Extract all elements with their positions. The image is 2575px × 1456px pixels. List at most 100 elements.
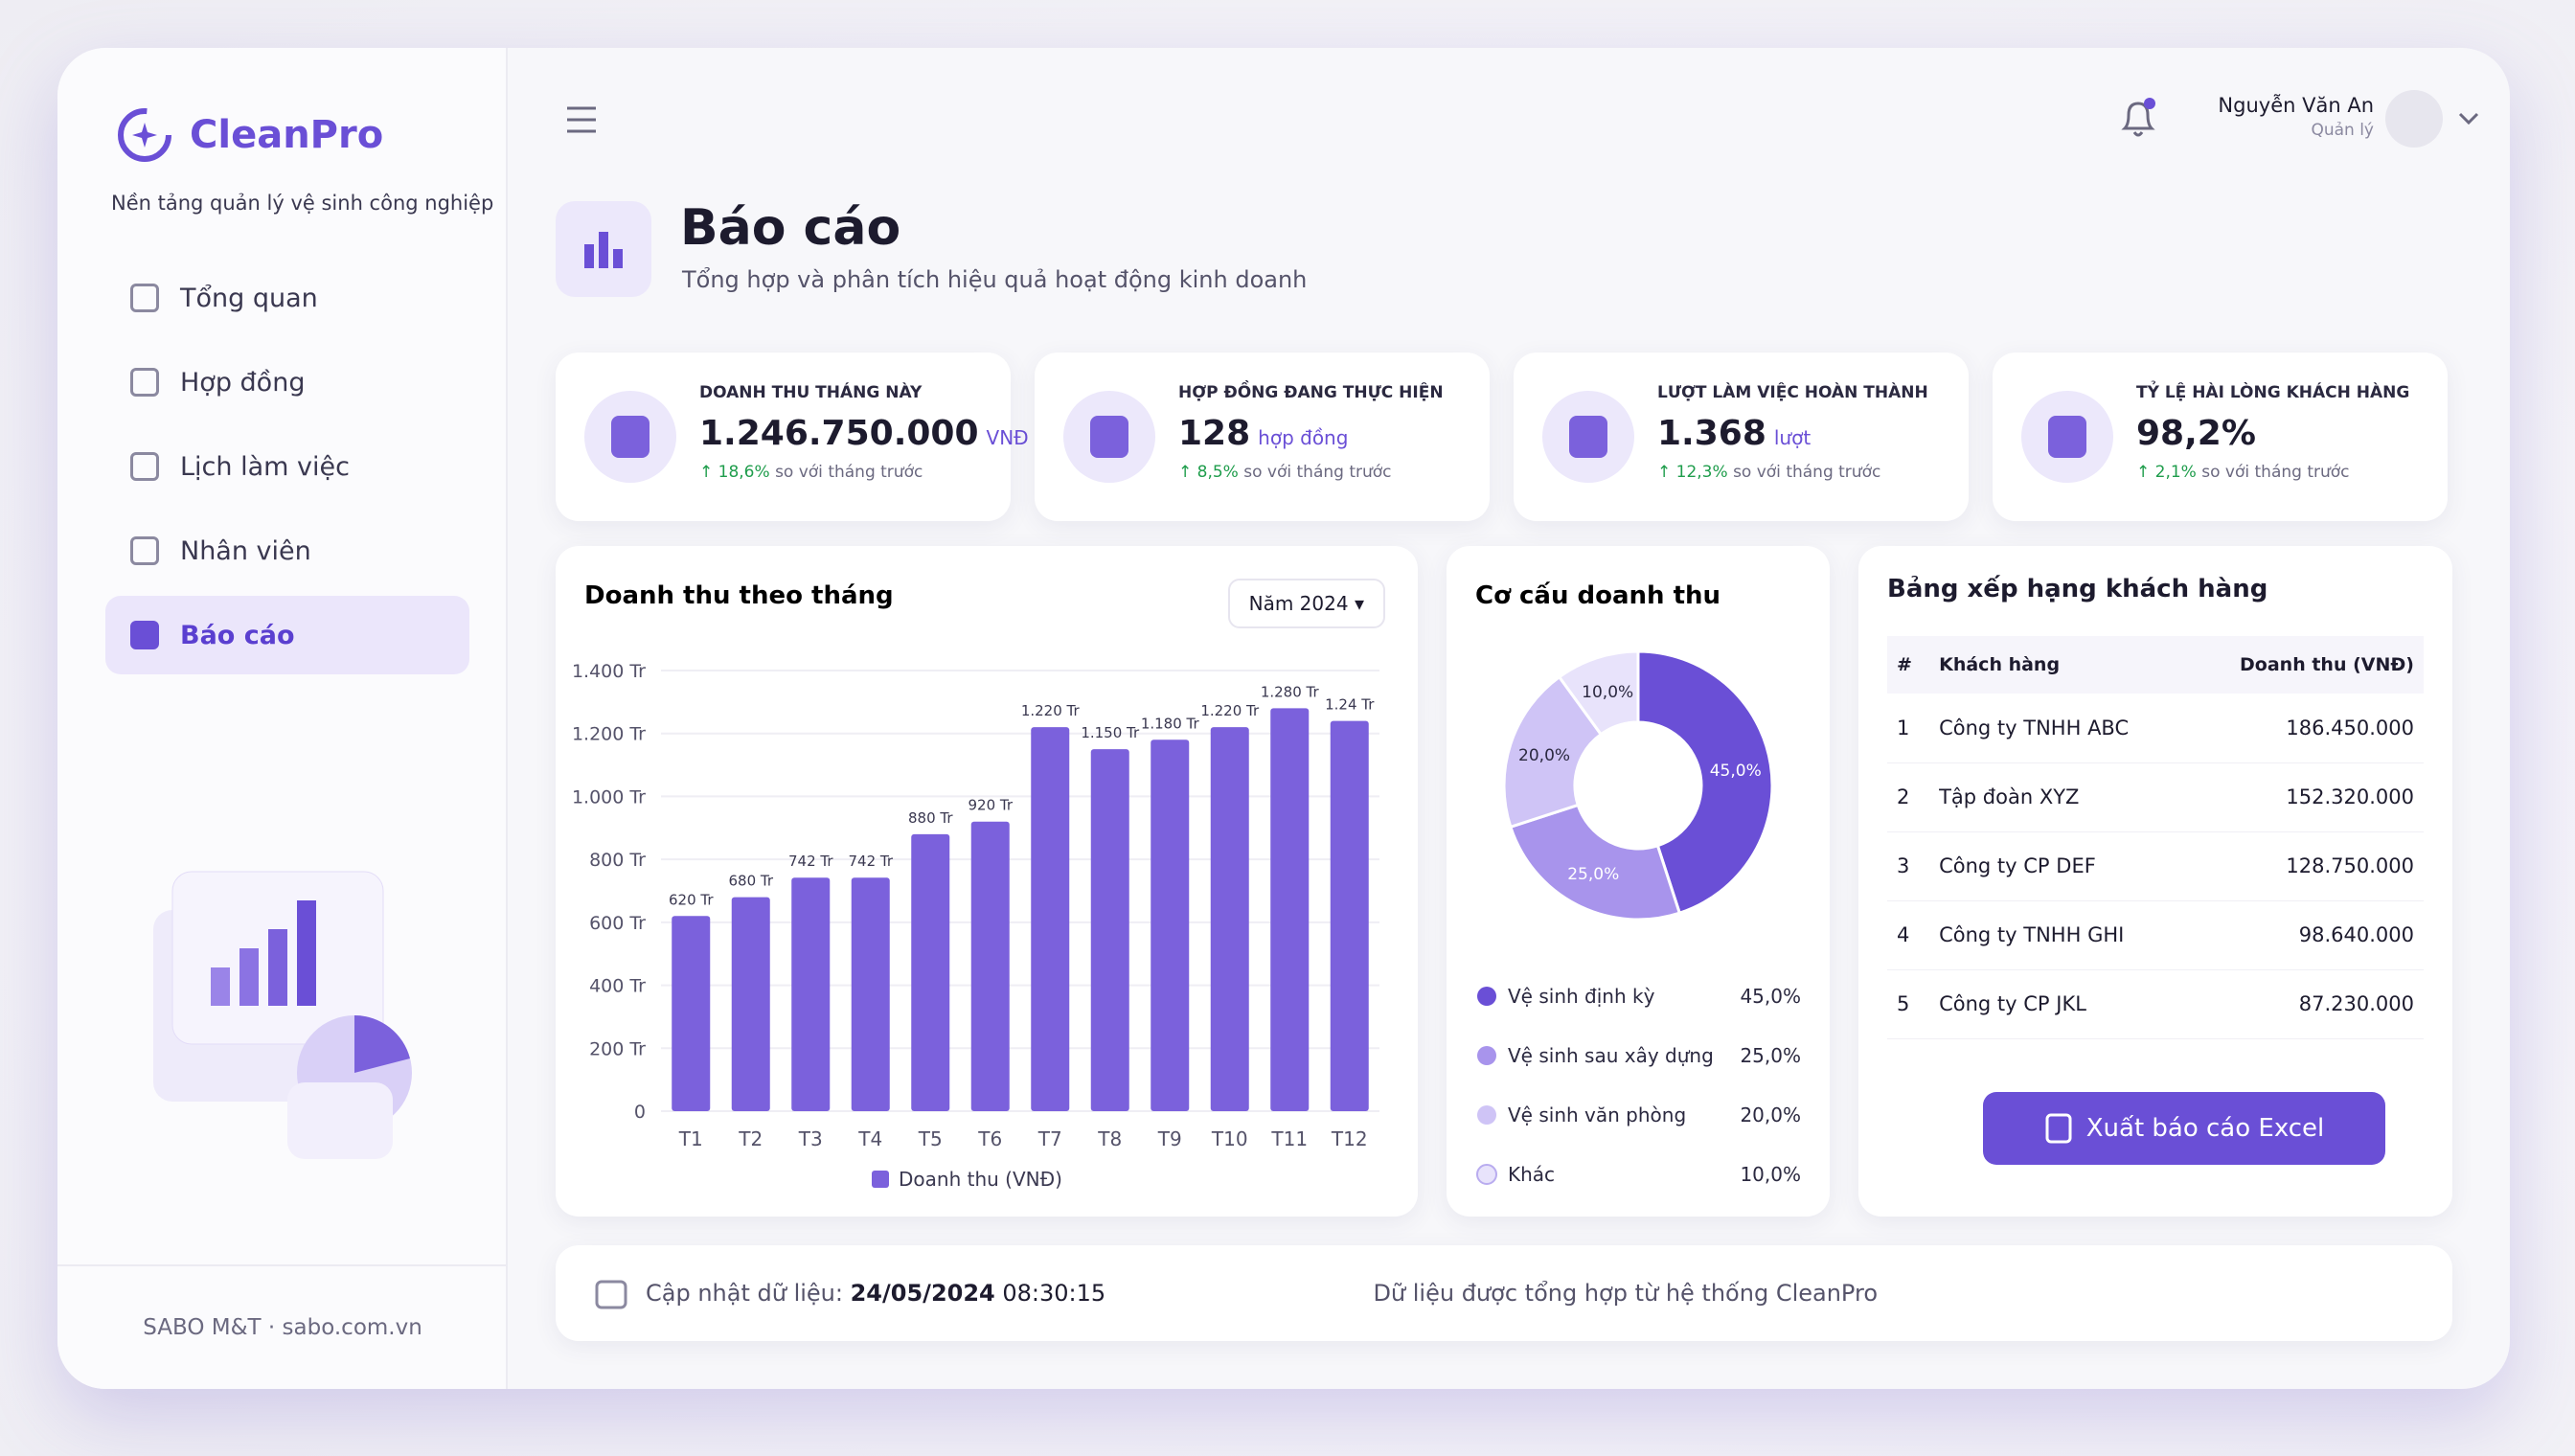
menu-icon [130, 621, 159, 649]
bar-value-label: 1.220 Tr [1021, 702, 1081, 719]
bar-value-label: 1.280 Tr [1261, 683, 1320, 700]
menu-label: Lịch làm việc [180, 451, 350, 482]
bar [1090, 749, 1129, 1111]
customer-revenue: 186.450.000 [2286, 716, 2414, 739]
pie-slice [1557, 649, 1640, 737]
kpi-value: 1.246.750.000 VNĐ [699, 414, 1029, 453]
kpi-card: DOANH THU THÁNG NÀY 1.246.750.000 VNĐ ↑ 18,… [556, 353, 1029, 521]
chart-title: Doanh thu theo tháng [584, 581, 894, 610]
legend-label: Vệ sinh sau xây dựng [1508, 1044, 1714, 1067]
update-label: Cập nhật dữ liệu: [646, 1280, 843, 1307]
legend-dot [1476, 1164, 1497, 1185]
footer-bar: Cập nhật dữ liệu: 24/05/2024 08:30:15 Dữ… [556, 1245, 2452, 1341]
x-tick-label: T2 [738, 1127, 763, 1150]
brand-name: CleanPro [190, 113, 384, 157]
bar [672, 916, 711, 1111]
ranking-body: 1 Công ty TNHH ABC 186.450.000 2 Tập đoàn XY… [1887, 694, 2424, 1038]
customer-name: Công ty CP JKL [1939, 992, 2086, 1015]
y-tick-label: 0 [634, 1102, 646, 1123]
bar [1151, 739, 1190, 1111]
y-tick-label: 1.400 Tr [572, 661, 646, 682]
kpi-card: LƯỢT LÀM VIỆC HOÀN THÀNH 1.368 lượt ↑ 12,3%… [1514, 353, 1969, 521]
menu-label: Báo cáo [180, 620, 295, 650]
kpi-change-value: ↑ 12,3% [1657, 463, 1728, 482]
column-header: Doanh thu (VNĐ) [2185, 636, 2424, 694]
legend-dot [1477, 1105, 1496, 1125]
revenue-card: Năm 2024 ▾ Doanh thu theo tháng 0 200 Tr 40… [556, 546, 1418, 1217]
legend-dot [1477, 987, 1496, 1006]
ranking-row: 1 Công ty TNHH ABC 186.450.000 [1887, 694, 2424, 762]
structure-card: Cơ cấu doanh thu 45,0% Vệ sinh định kỳ 45,0… [1447, 546, 1830, 1217]
kpi-unit: lượt [1773, 426, 1812, 449]
legend-label: Khác [1508, 1163, 1555, 1186]
menu-item[interactable]: Hợp đồng [105, 343, 469, 421]
user-info: Nguyễn Văn An Quản lý [2182, 94, 2374, 140]
ranking-row: 4 Công ty TNHH GHI 98.640.000 [1887, 900, 2424, 969]
kpi-change: ↑ 18,6% so với tháng trước [699, 463, 1029, 482]
menu-label: Tổng quan [180, 283, 318, 313]
menu-item[interactable]: Báo cáo [105, 596, 469, 674]
bar [1330, 720, 1369, 1111]
rank: 5 [1897, 992, 1910, 1015]
user-name: Nguyễn Văn An [2218, 94, 2374, 117]
rank: 3 [1897, 854, 1910, 877]
kpi-change-note: so với tháng trước [1733, 463, 1881, 482]
chart-title: Cơ cấu doanh thu [1475, 580, 1720, 610]
kpi-body: HỢP ĐỒNG ĐANG THỰC HIỆN 128 hợp đồng ↑ 8,5%… [1178, 383, 1444, 482]
structure-chart: Cơ cấu doanh thu 45,0% Vệ sinh định kỳ 45,0… [1475, 580, 1801, 1186]
column-header: # [1887, 636, 1930, 694]
menu-label: Nhân viên [180, 535, 311, 566]
customer-revenue: 98.640.000 [2298, 923, 2414, 946]
legend-dot [1477, 1046, 1496, 1065]
user-dropdown[interactable] [2457, 109, 2480, 128]
customer-name: Công ty CP DEF [1939, 854, 2096, 877]
menu-item[interactable]: Tổng quan [105, 259, 469, 337]
x-tick-label: T10 [1211, 1127, 1248, 1150]
kpi-change-note: so với tháng trước [775, 463, 923, 482]
kpi-change-value: ↑ 2,1% [2136, 463, 2197, 482]
legend-value: 25,0% [1740, 1044, 1801, 1067]
x-tick-label: T6 [977, 1127, 1002, 1150]
kpi-change-note: so với tháng trước [2201, 463, 2350, 482]
kpi-card: TỶ LỆ HÀI LÒNG KHÁCH HÀNG 98,2% ↑ 2,1% so … [1993, 353, 2448, 521]
bar-value-label: 680 Tr [728, 873, 773, 890]
x-tick-label: T7 [1037, 1127, 1062, 1150]
notification-bell[interactable] [2117, 96, 2159, 142]
user-avatar[interactable] [2385, 90, 2443, 148]
menu-toggle[interactable] [565, 105, 598, 134]
kpi-value: 98,2% [2136, 414, 2409, 453]
kpi-change-value: ↑ 8,5% [1178, 463, 1239, 482]
export-button[interactable]: Xuất báo cáo Excel [1983, 1092, 2385, 1165]
page-title: Báo cáo [680, 199, 901, 257]
kpi-label: HỢP ĐỒNG ĐANG THỰC HIỆN [1178, 383, 1444, 402]
menu-icon [130, 452, 159, 481]
kpi-value: 1.368 lượt [1657, 414, 1928, 453]
slice-label: 45,0% [1710, 762, 1762, 781]
customer-revenue: 128.750.000 [2286, 854, 2414, 877]
bar-value-label: 1.150 Tr [1081, 724, 1140, 741]
bar [1270, 708, 1310, 1111]
year-filter[interactable]: Năm 2024 ▾ [1227, 579, 1385, 628]
year-filter-label: Năm 2024 [1248, 592, 1349, 615]
bar [911, 833, 950, 1111]
page-subtitle: Tổng hợp và phân tích hiệu quả hoạt động… [682, 266, 1308, 293]
y-tick-label: 400 Tr [589, 976, 646, 997]
y-tick-label: 1.000 Tr [572, 786, 646, 808]
bar [851, 877, 890, 1111]
customer-name: Công ty TNHH GHI [1939, 923, 2125, 946]
x-tick-label: T3 [798, 1127, 823, 1150]
bar-value-label: 1.220 Tr [1200, 702, 1260, 719]
slice-label: 25,0% [1567, 865, 1619, 884]
kpi-body: TỶ LỆ HÀI LÒNG KHÁCH HÀNG 98,2% ↑ 2,1% so … [2136, 383, 2409, 482]
kpi-label: DOANH THU THÁNG NÀY [699, 383, 923, 402]
menu-item[interactable]: Nhân viên [105, 512, 469, 590]
pie-slice [1502, 674, 1604, 830]
sidebar-footer: SABO M&T · sabo.com.vn [57, 1264, 508, 1389]
menu-icon [130, 284, 159, 312]
menu-item[interactable]: Lịch làm việc [105, 427, 469, 506]
illustration [153, 871, 412, 1159]
pie-slice [1636, 649, 1774, 916]
user-role: Quản lý [2311, 121, 2374, 140]
legend-swatch [872, 1171, 889, 1188]
